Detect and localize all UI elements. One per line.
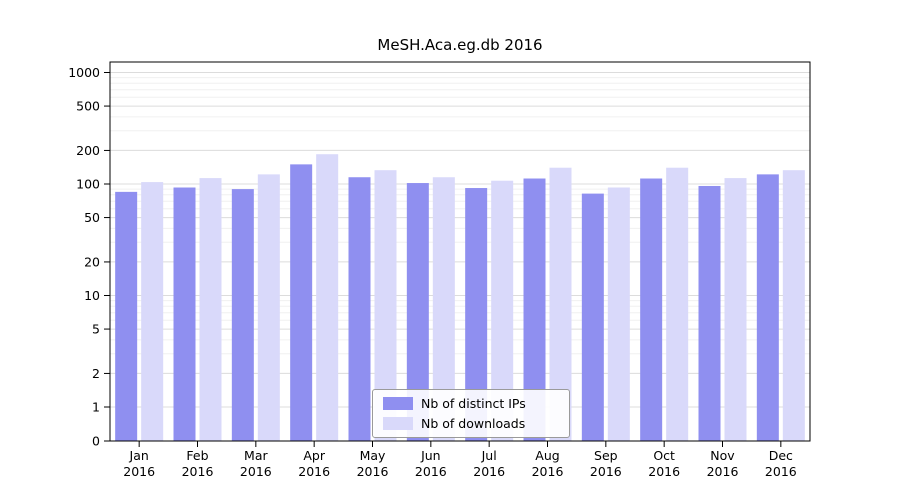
y-tick-label: 0 <box>92 434 100 449</box>
x-tick-month: Jun <box>420 448 441 463</box>
legend-item-distinct-ips: Nb of distinct IPs <box>383 396 559 411</box>
x-tick-month: Feb <box>186 448 208 463</box>
bar-distinct-ips <box>115 191 138 441</box>
y-tick-label: 100 <box>76 177 100 192</box>
bar-distinct-ips <box>173 187 196 441</box>
chart-title: MeSH.Aca.eg.db 2016 <box>377 36 543 54</box>
x-tick-month: May <box>360 448 386 463</box>
x-tick-month: Aug <box>535 448 559 463</box>
bar-distinct-ips <box>348 177 371 442</box>
x-tick-month: Dec <box>769 448 793 463</box>
x-tick-month: Jul <box>481 448 497 463</box>
x-tick-year: 2016 <box>590 464 622 479</box>
legend-item-downloads: Nb of downloads <box>383 416 559 431</box>
bar-distinct-ips <box>756 174 779 441</box>
bar-distinct-ips <box>640 178 663 441</box>
bar-distinct-ips <box>581 193 604 441</box>
y-tick-label: 5 <box>92 322 100 337</box>
bar-downloads <box>199 178 222 441</box>
x-tick-year: 2016 <box>123 464 155 479</box>
legend-swatch-distinct-ips <box>383 397 413 410</box>
legend: Nb of distinct IPs Nb of downloads <box>372 389 570 438</box>
bar-downloads <box>549 167 572 441</box>
x-tick-year: 2016 <box>532 464 564 479</box>
y-tick-label: 2 <box>92 366 100 381</box>
bar-distinct-ips <box>523 178 546 441</box>
y-tick-label: 200 <box>76 143 100 158</box>
bar-downloads <box>316 154 339 441</box>
x-tick-month: Mar <box>244 448 268 463</box>
bar-downloads <box>491 180 514 442</box>
bar-downloads <box>782 170 805 441</box>
bar-downloads <box>666 167 689 441</box>
x-tick-month: Nov <box>710 448 735 463</box>
bar-distinct-ips <box>698 185 721 441</box>
legend-swatch-downloads <box>383 417 413 430</box>
x-tick-year: 2016 <box>240 464 272 479</box>
bar-downloads <box>724 178 747 441</box>
x-tick-year: 2016 <box>473 464 505 479</box>
x-tick-year: 2016 <box>415 464 447 479</box>
x-tick-month: Apr <box>303 448 325 463</box>
y-tick-label: 50 <box>84 210 100 225</box>
bar-distinct-ips <box>465 188 488 441</box>
bar-distinct-ips <box>290 164 313 441</box>
bar-downloads <box>257 174 280 441</box>
y-tick-label: 1 <box>92 400 100 415</box>
bar-downloads <box>141 182 164 442</box>
y-tick-label: 1000 <box>68 65 100 80</box>
plot-border <box>109 61 811 442</box>
y-tick-label: 20 <box>84 254 100 269</box>
x-tick-year: 2016 <box>648 464 680 479</box>
bar-downloads <box>607 187 630 441</box>
bar-distinct-ips <box>231 189 254 441</box>
x-tick-year: 2016 <box>298 464 330 479</box>
x-tick-month: Sep <box>594 448 618 463</box>
x-tick-year: 2016 <box>707 464 739 479</box>
legend-label-distinct-ips: Nb of distinct IPs <box>421 396 526 411</box>
x-tick-year: 2016 <box>182 464 214 479</box>
bar-distinct-ips <box>406 183 429 441</box>
x-tick-year: 2016 <box>357 464 389 479</box>
bar-downloads <box>432 177 455 442</box>
bar-downloads <box>374 170 397 441</box>
y-tick-label: 500 <box>76 99 100 114</box>
y-tick-label: 10 <box>84 288 100 303</box>
x-tick-year: 2016 <box>765 464 797 479</box>
legend-label-downloads: Nb of downloads <box>421 416 526 431</box>
x-tick-month: Oct <box>653 448 675 463</box>
x-tick-month: Jan <box>129 448 149 463</box>
